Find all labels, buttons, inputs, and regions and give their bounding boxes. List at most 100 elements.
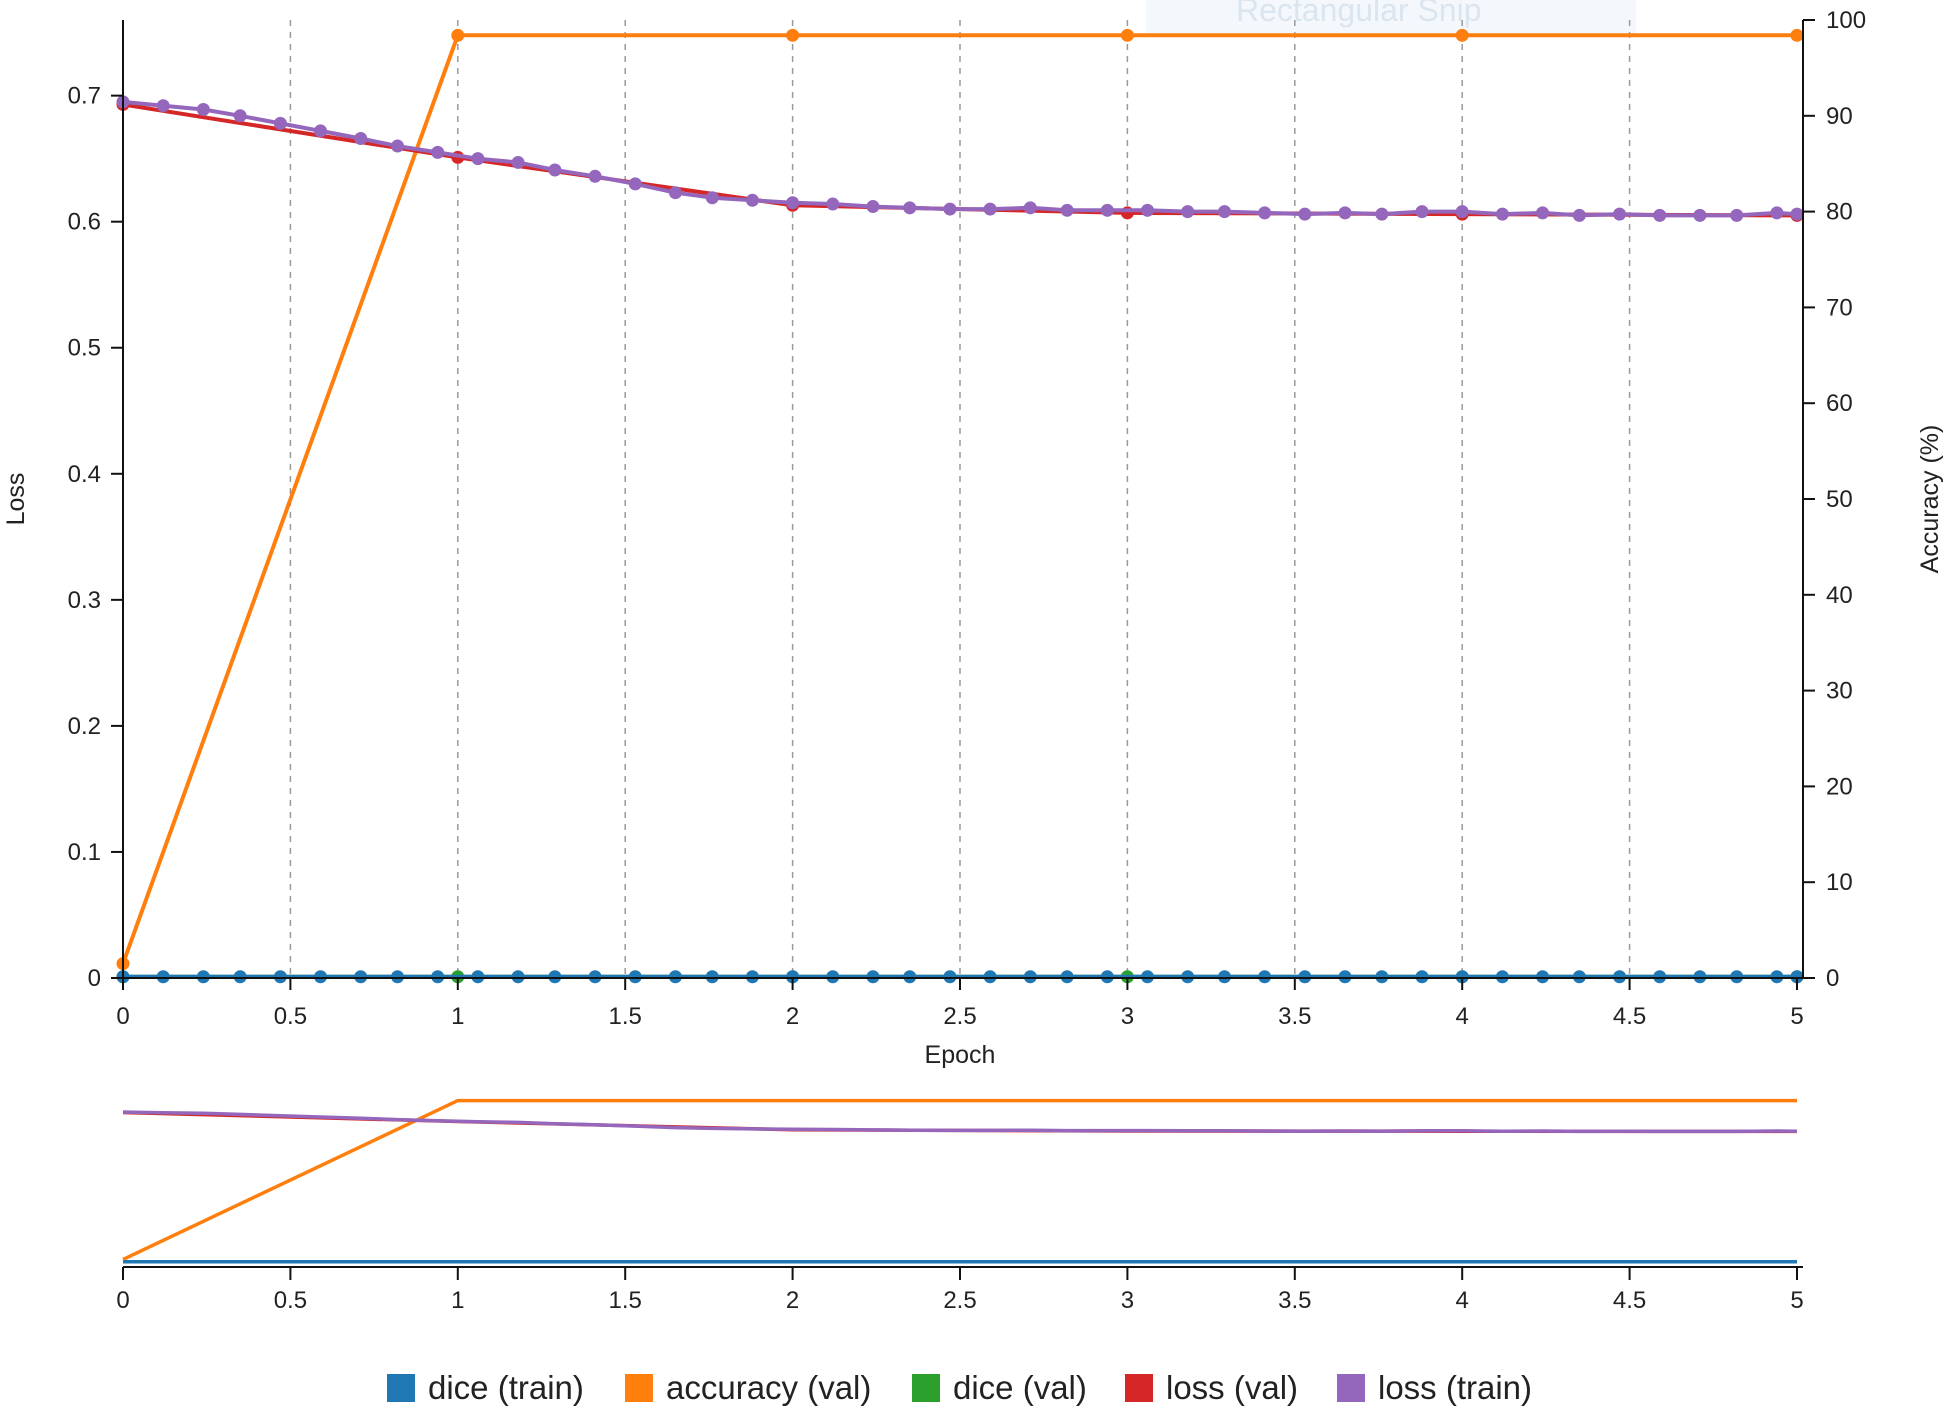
data-point — [628, 177, 642, 191]
data-point — [451, 28, 465, 42]
data-point — [1572, 970, 1586, 984]
data-point — [745, 970, 759, 984]
legend-item: accuracy (val) — [625, 1369, 871, 1406]
data-point — [1258, 970, 1272, 984]
data-point — [1298, 970, 1312, 984]
x-tick-label: 1 — [451, 1003, 464, 1030]
data-point — [1217, 970, 1231, 984]
overview-series-line — [122, 1110, 1798, 1134]
overview-series-layer — [122, 1098, 1798, 1264]
snip-overlay-label: Rectangular Snip — [1236, 0, 1482, 28]
data-point — [1790, 207, 1804, 221]
data-point — [1181, 205, 1195, 219]
data-point — [273, 970, 287, 984]
data-point — [1495, 207, 1509, 221]
x-tick-label: 0 — [116, 1003, 129, 1030]
y-right-tick-label: 80 — [1826, 199, 1853, 226]
data-point — [1023, 970, 1037, 984]
overview-x-tick-label: 0 — [116, 1287, 129, 1314]
legend-label: loss (train) — [1378, 1369, 1532, 1406]
data-point — [705, 191, 719, 205]
data-point — [983, 970, 997, 984]
data-point — [1100, 970, 1114, 984]
data-point — [705, 970, 719, 984]
data-point — [1060, 203, 1074, 217]
y-right-tick-label: 90 — [1826, 103, 1853, 130]
data-point — [1415, 970, 1429, 984]
data-point — [1338, 206, 1352, 220]
data-point — [431, 145, 445, 159]
data-point — [548, 163, 562, 177]
y-right-tick-label: 40 — [1826, 582, 1853, 609]
data-point — [1120, 28, 1134, 42]
data-point — [1770, 206, 1784, 220]
legend-item: loss (train) — [1337, 1369, 1532, 1406]
data-point — [548, 970, 562, 984]
legend-swatch — [1125, 1374, 1153, 1402]
data-point — [391, 970, 405, 984]
overview-x-tick-label: 1.5 — [609, 1287, 642, 1314]
overview-x-tick-label: 4 — [1456, 1287, 1469, 1314]
x-tick-label: 0.5 — [274, 1003, 307, 1030]
y-left-tick-label: 0 — [88, 965, 101, 992]
data-point — [273, 116, 287, 130]
data-point — [826, 197, 840, 211]
data-point — [1455, 28, 1469, 42]
legend-item: dice (val) — [912, 1369, 1087, 1406]
data-point — [1613, 970, 1627, 984]
data-point — [628, 970, 642, 984]
x-tick-label: 5 — [1790, 1003, 1803, 1030]
data-point — [471, 970, 485, 984]
x-tick-label: 2.5 — [943, 1003, 976, 1030]
y-right-tick-label: 30 — [1826, 678, 1853, 705]
data-point — [1415, 205, 1429, 219]
overview-x-tick-label: 2.5 — [943, 1287, 976, 1314]
y-left-tick-label: 0.6 — [68, 209, 101, 236]
data-point — [866, 970, 880, 984]
y-right-tick-label: 50 — [1826, 486, 1853, 513]
overview-x-tick-label: 2 — [786, 1287, 799, 1314]
data-point — [471, 152, 485, 166]
legend-swatch — [912, 1374, 940, 1402]
series-line — [122, 99, 1798, 218]
y-right-tick-label: 10 — [1826, 869, 1853, 896]
data-point — [233, 109, 247, 123]
overview-x-tick-label: 0.5 — [274, 1287, 307, 1314]
y-right-tick-label: 60 — [1826, 390, 1853, 417]
data-point — [1455, 970, 1469, 984]
overview-x-tick-label: 4.5 — [1613, 1287, 1646, 1314]
axes-layer: 0 0.5 1 1.5 2 2.5 3 3.5 4 4.5 500.10.20.30.40.50.6… — [68, 7, 1866, 1030]
legend-label: dice (val) — [953, 1369, 1087, 1406]
data-point — [1023, 201, 1037, 215]
data-point — [1730, 970, 1744, 984]
y-right-tick-label: 100 — [1826, 7, 1866, 34]
data-point — [1338, 970, 1352, 984]
y-axis-right-title: Accuracy (%) — [1916, 425, 1944, 574]
data-point — [1536, 206, 1550, 220]
data-point — [866, 200, 880, 214]
data-point — [354, 970, 368, 984]
overview-chart[interactable]: 0 0.5 1 1.5 2 2.5 3 3.5 4 4.5 5 — [116, 1098, 1804, 1314]
data-point — [1100, 203, 1114, 217]
data-point — [354, 131, 368, 145]
data-point — [1217, 205, 1231, 219]
legend-item: loss (val) — [1125, 1369, 1298, 1406]
data-point — [903, 201, 917, 215]
legend-item: dice (train) — [387, 1369, 584, 1406]
data-point — [668, 186, 682, 200]
y-right-tick-label: 70 — [1826, 294, 1853, 321]
y-right-tick-label: 0 — [1826, 965, 1839, 992]
data-point — [668, 970, 682, 984]
y-left-tick-label: 0.7 — [68, 83, 101, 110]
y-left-tick-label: 0.4 — [68, 461, 101, 488]
series-layer — [116, 28, 1804, 984]
data-point — [786, 28, 800, 42]
data-point — [1298, 207, 1312, 221]
data-point — [1375, 970, 1389, 984]
data-point — [826, 970, 840, 984]
data-point — [1790, 970, 1804, 984]
legend-label: dice (train) — [428, 1369, 584, 1406]
data-point — [588, 169, 602, 183]
legend-swatch — [387, 1374, 415, 1402]
